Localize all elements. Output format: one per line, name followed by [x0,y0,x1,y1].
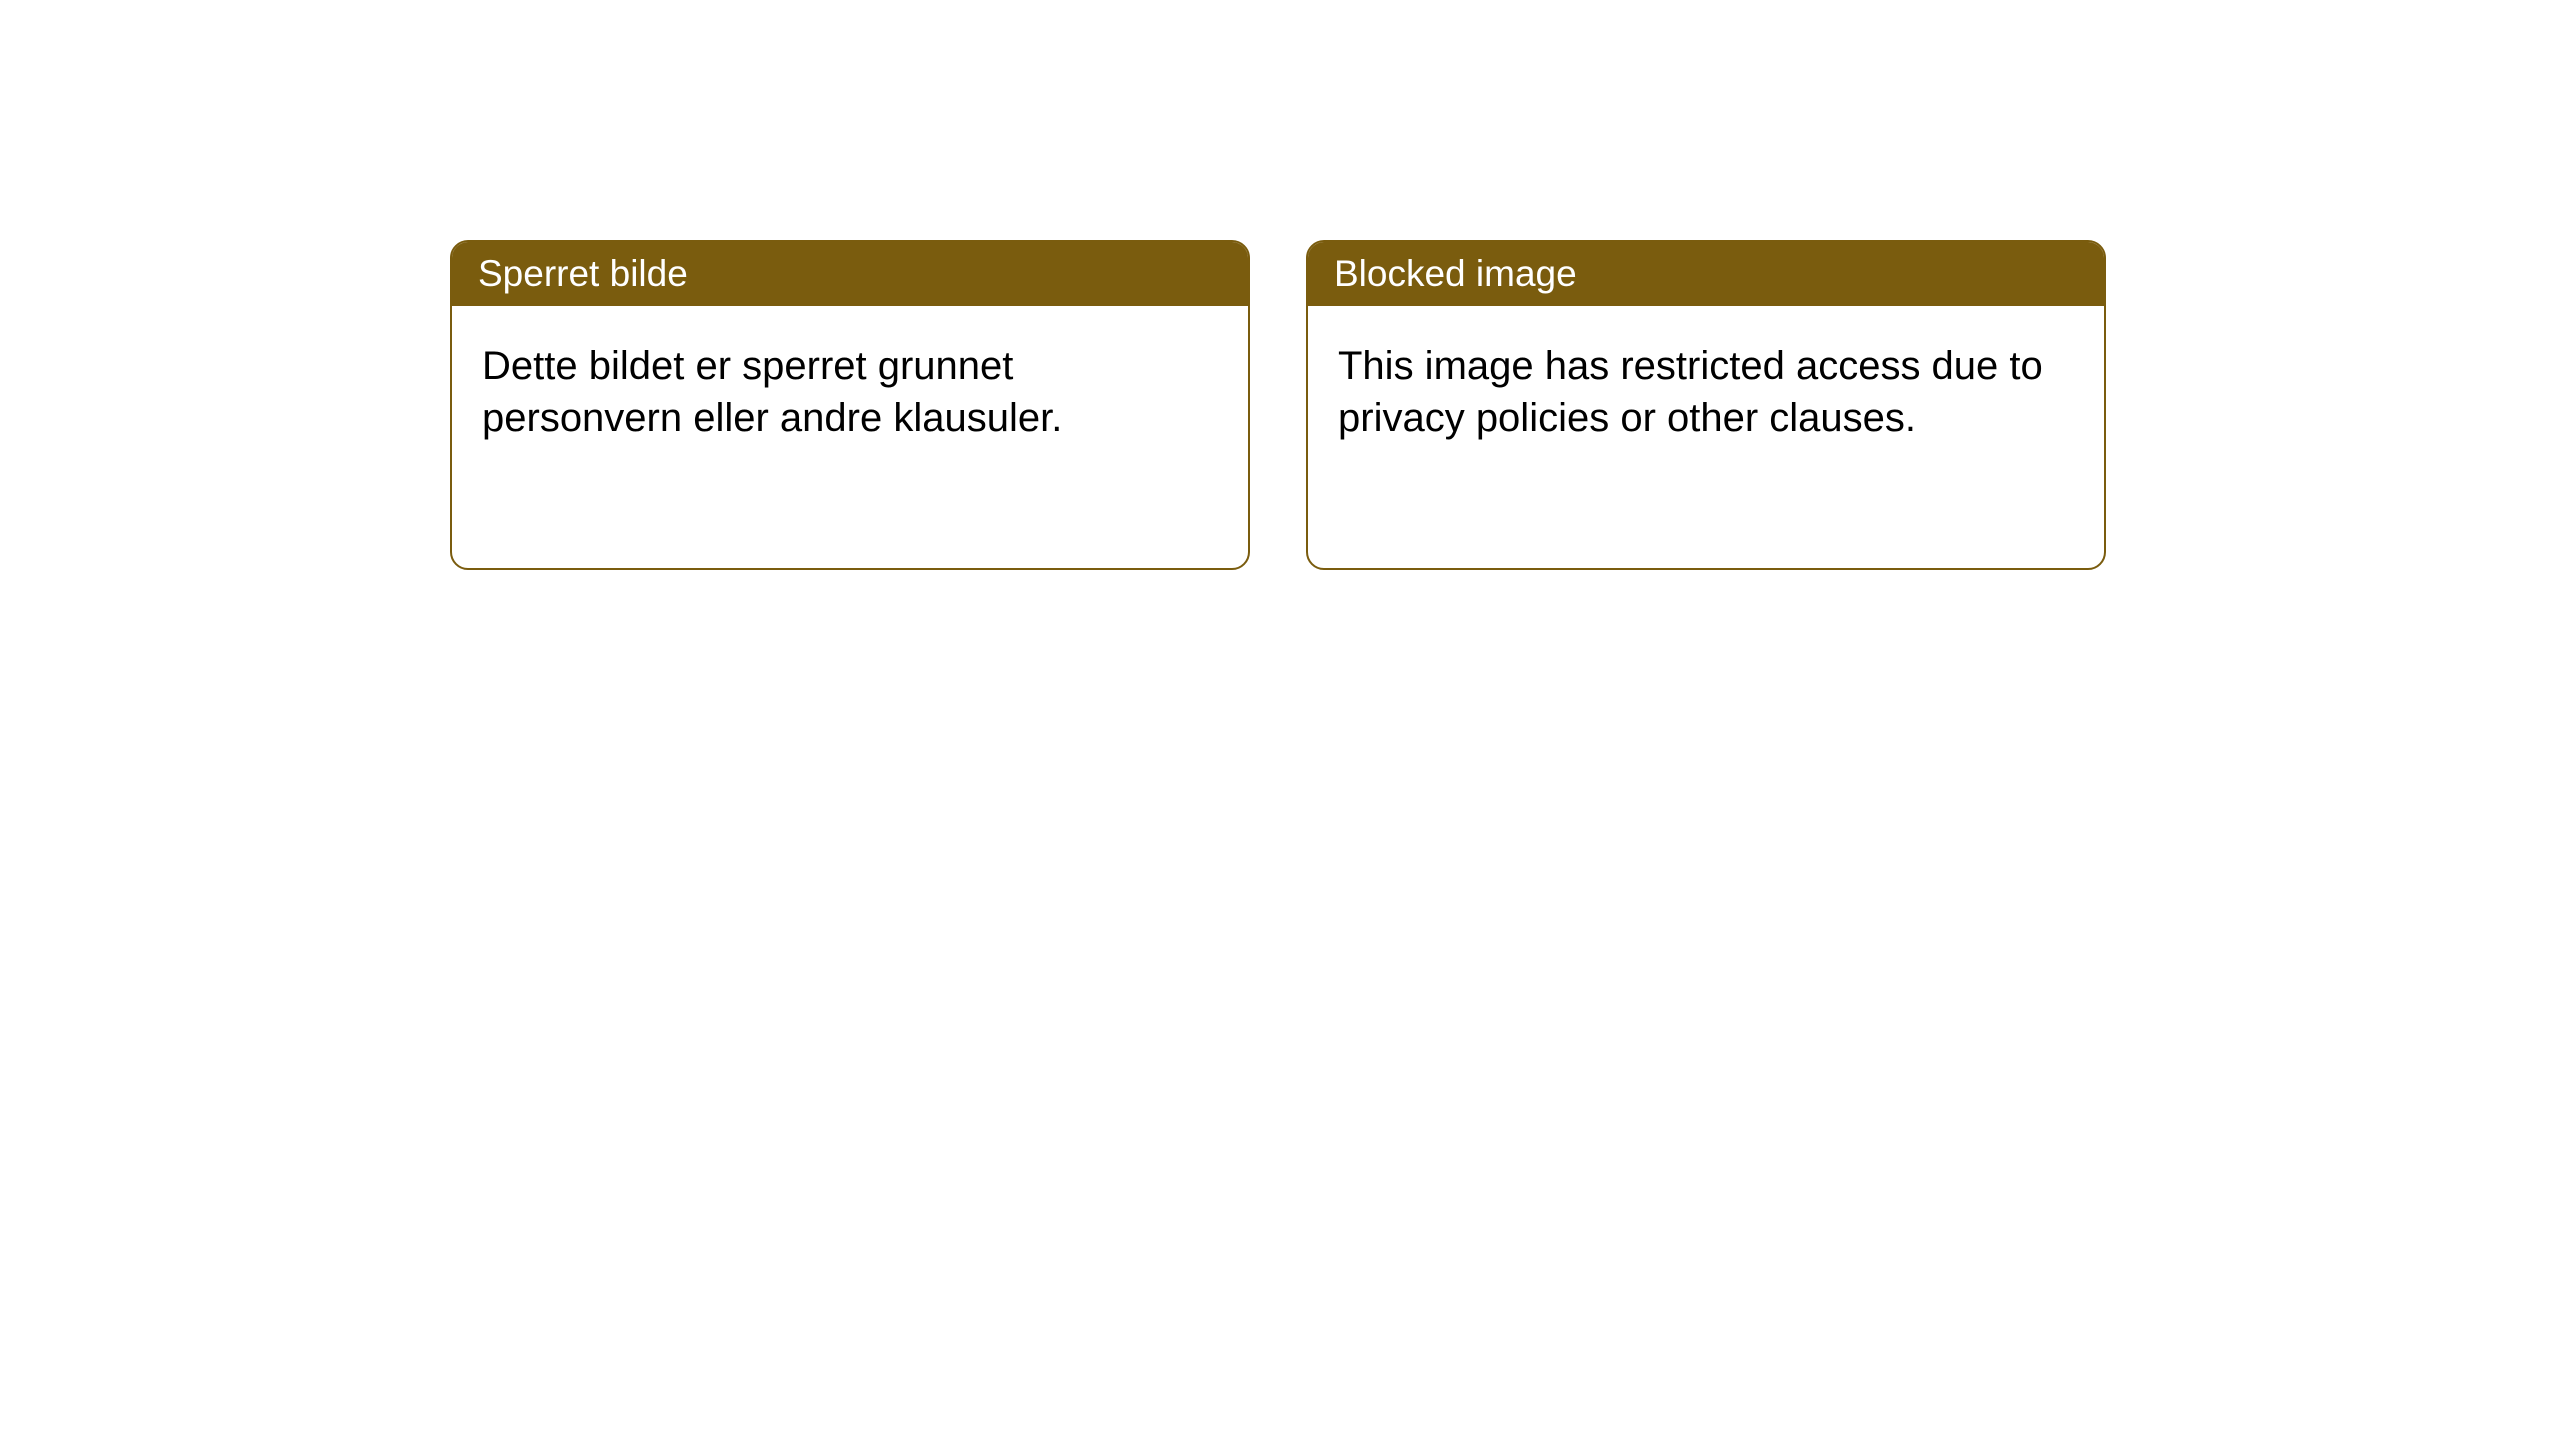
notice-title-english: Blocked image [1308,242,2104,306]
notice-title-norwegian: Sperret bilde [452,242,1248,306]
notice-card-english: Blocked image This image has restricted … [1306,240,2106,570]
notice-body-english: This image has restricted access due to … [1308,306,2104,478]
notice-container: Sperret bilde Dette bildet er sperret gr… [0,0,2560,570]
notice-body-norwegian: Dette bildet er sperret grunnet personve… [452,306,1248,478]
notice-card-norwegian: Sperret bilde Dette bildet er sperret gr… [450,240,1250,570]
